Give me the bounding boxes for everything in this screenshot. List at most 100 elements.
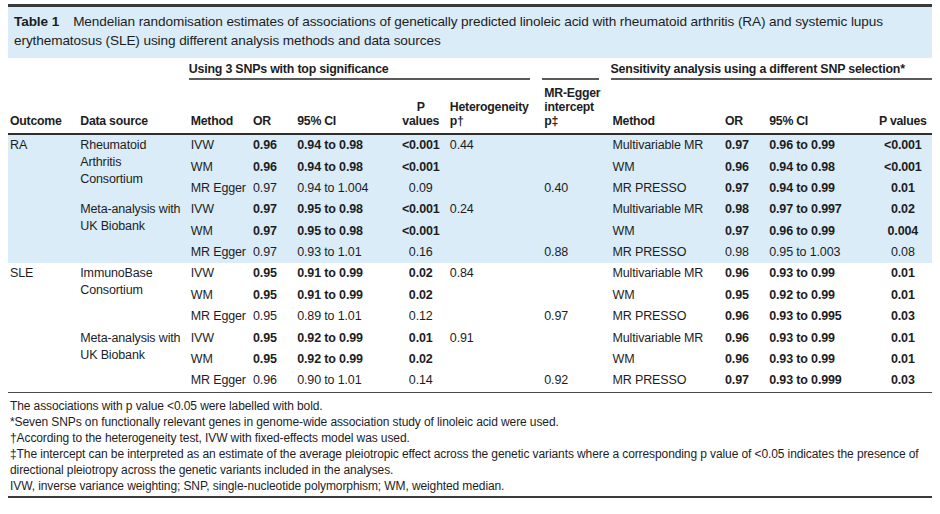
cell-ci: 0.95 to 0.98 [295, 221, 395, 242]
cell-method: IVW [189, 263, 251, 284]
cell-or2: 0.96 [723, 327, 767, 348]
cell-method: MR Egger [189, 178, 251, 199]
cell-method: WM [189, 285, 251, 306]
cell-p2: 0.01 [876, 285, 932, 306]
cell-egger: 0.88 [542, 242, 610, 263]
cell-method2: MR PRESSO [611, 178, 723, 199]
bottom-rule [8, 496, 932, 498]
cell-het [448, 156, 542, 177]
group-header-snps: Using 3 SNPs with top significance [189, 60, 543, 80]
cell-method2: WM [611, 285, 723, 306]
cell-ci: 0.94 to 0.98 [295, 134, 395, 156]
cell-or2: 0.98 [723, 199, 767, 220]
cell-p2: 0.01 [876, 327, 932, 348]
cell-p: 0.02 [396, 285, 448, 306]
cell-egger [542, 199, 610, 220]
cell-ci2: 0.97 to 0.997 [767, 199, 875, 220]
cell-p: 0.14 [396, 370, 448, 392]
cell-method2: WM [611, 221, 723, 242]
cell-ci: 0.92 to 0.99 [295, 349, 395, 370]
cell-or: 0.95 [251, 349, 295, 370]
cell-or: 0.97 [251, 242, 295, 263]
cell-p: <0.001 [396, 221, 448, 242]
col-header-method: Method [189, 80, 251, 134]
cell-p: 0.12 [396, 306, 448, 327]
col-header-method2: Method [611, 80, 723, 134]
cell-or2: 0.98 [723, 242, 767, 263]
group-header-spacer [8, 60, 189, 80]
cell-method: WM [189, 349, 251, 370]
col-header-source: Data source [78, 80, 188, 134]
cell-source: Meta-analysis with UK Biobank [78, 327, 188, 392]
cell-p2: 0.03 [876, 306, 932, 327]
cell-egger [542, 156, 610, 177]
cell-p2: <0.001 [876, 134, 932, 156]
cell-egger [542, 327, 610, 348]
cell-or: 0.97 [251, 178, 295, 199]
footnote: The associations with p value <0.05 were… [10, 398, 930, 414]
cell-p2: 0.01 [876, 349, 932, 370]
cell-het: 0.84 [448, 263, 542, 284]
cell-method2: WM [611, 156, 723, 177]
cell-method2: Multivariable MR [611, 134, 723, 156]
cell-or2: 0.97 [723, 370, 767, 392]
cell-p: <0.001 [396, 134, 448, 156]
cell-method2: MR PRESSO [611, 242, 723, 263]
cell-method: MR Egger [189, 242, 251, 263]
cell-ci2: 0.94 to 0.98 [767, 156, 875, 177]
col-header-mr-egger-intercept: MR-Egger intercept p‡ [542, 80, 610, 134]
col-header-ci: 95% CI [295, 80, 395, 134]
cell-or2: 0.97 [723, 178, 767, 199]
cell-egger [542, 285, 610, 306]
cell-method: IVW [189, 134, 251, 156]
col-header-p: P values [396, 80, 448, 134]
cell-p2: <0.001 [876, 156, 932, 177]
cell-or2: 0.96 [723, 306, 767, 327]
cell-method: MR Egger [189, 306, 251, 327]
cell-ci2: 0.96 to 0.99 [767, 134, 875, 156]
table-footnotes: The associations with p value <0.05 were… [8, 393, 932, 494]
cell-or2: 0.97 [723, 134, 767, 156]
cell-method2: Multivariable MR [611, 199, 723, 220]
cell-het [448, 306, 542, 327]
cell-or: 0.95 [251, 327, 295, 348]
cell-p2: 0.02 [876, 199, 932, 220]
table-body: RARheumatoid Arthritis ConsortiumIVW0.96… [8, 134, 932, 392]
cell-ci2: 0.96 to 0.99 [767, 221, 875, 242]
cell-ci: 0.90 to 1.01 [295, 370, 395, 392]
cell-het [448, 221, 542, 242]
cell-p: 0.16 [396, 242, 448, 263]
cell-het [448, 285, 542, 306]
cell-or: 0.95 [251, 306, 295, 327]
cell-method: IVW [189, 199, 251, 220]
cell-ci: 0.95 to 0.98 [295, 199, 395, 220]
cell-method: IVW [189, 327, 251, 348]
cell-or2: 0.95 [723, 285, 767, 306]
cell-ci: 0.92 to 0.99 [295, 327, 395, 348]
cell-p2: 0.004 [876, 221, 932, 242]
footnote: IVW, inverse variance weighting; SNP, si… [10, 478, 930, 494]
cell-egger: 0.40 [542, 178, 610, 199]
footnote: †According to the heterogeneity test, IV… [10, 430, 930, 446]
col-header-or2: OR [723, 80, 767, 134]
cell-het [448, 178, 542, 199]
cell-or2: 0.96 [723, 156, 767, 177]
table-title-bar: Table 1Mendelian randomisation estimates… [8, 7, 932, 58]
col-header-p2: P values [876, 80, 932, 134]
cell-method2: Multivariable MR [611, 327, 723, 348]
cell-method2: WM [611, 349, 723, 370]
cell-egger [542, 349, 610, 370]
cell-method2: MR PRESSO [611, 370, 723, 392]
cell-or2: 0.97 [723, 221, 767, 242]
cell-outcome: RA [8, 134, 78, 263]
cell-method2: MR PRESSO [611, 306, 723, 327]
table-row: SLEImmunoBase ConsortiumIVW0.950.91 to 0… [8, 263, 932, 284]
cell-ci2: 0.94 to 0.99 [767, 178, 875, 199]
cell-egger: 0.92 [542, 370, 610, 392]
col-header-or: OR [251, 80, 295, 134]
table-title-text: Mendelian randomisation estimates of ass… [14, 14, 883, 48]
group-header-sensitivity: Sensitivity analysis using a different S… [611, 60, 932, 80]
footnote: ‡The intercept can be interpreted as an … [10, 446, 930, 478]
cell-p2: 0.03 [876, 370, 932, 392]
cell-p: 0.09 [396, 178, 448, 199]
